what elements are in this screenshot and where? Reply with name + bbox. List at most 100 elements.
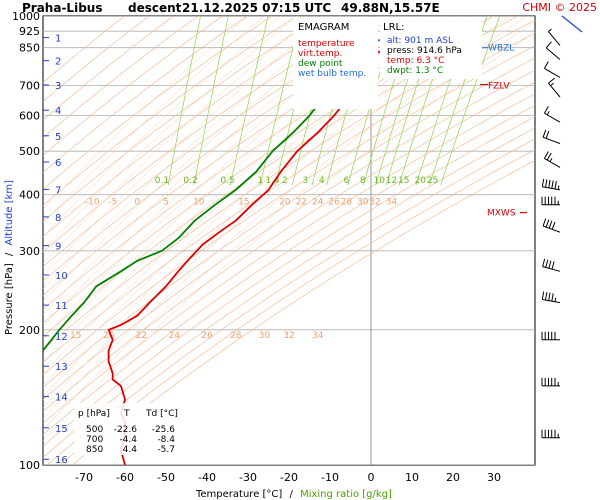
- dry-adiabat-line: [43, 16, 297, 206]
- sounding-datetime: 21.12.2025 07:15 UTC: [182, 1, 331, 15]
- dry-adiabat-label: 5: [163, 198, 169, 208]
- moist-adiabat-label: 24: [168, 331, 180, 341]
- station-coords: 49.88N,15.57E: [341, 1, 440, 15]
- legend-virt-temp: virt.temp.: [298, 49, 342, 59]
- station-name: Praha-Libus: [22, 1, 102, 15]
- lrl-dwpt: dwpt: 1.3 °C: [387, 66, 443, 76]
- mixing-ratio-label: 6: [344, 176, 350, 186]
- dry-adiabat-label: -5: [108, 198, 117, 208]
- dry-adiabat-label: -10: [85, 198, 100, 208]
- altitude-tick-label: 16: [55, 455, 68, 466]
- dry-adiabat-line: [43, 16, 248, 173]
- table-cell: -25.6: [152, 425, 176, 435]
- altitude-tick-label: 11: [55, 301, 68, 312]
- table-header-t: T: [123, 409, 130, 419]
- mixing-ratio-label: 12: [386, 176, 397, 186]
- mixing-ratio-line: [167, 16, 201, 186]
- wind-barb: [542, 129, 561, 144]
- pressure-tick-label: 600: [19, 110, 40, 123]
- table-cell: -8.4: [157, 435, 175, 445]
- altitude-tick-label: 6: [55, 158, 61, 169]
- pressure-tick-label: 1000: [12, 10, 40, 23]
- dry-adiabat-label: 32: [369, 198, 380, 208]
- moist-adiabat-label: 28: [230, 331, 242, 341]
- x-tick-label: -30: [239, 471, 257, 484]
- dry-adiabat-line: [43, 69, 535, 400]
- table-cell: 700: [86, 435, 103, 445]
- mixing-ratio-label: 0.2: [183, 176, 197, 186]
- wind-barb: [541, 429, 560, 439]
- dry-adiabat-line: [43, 45, 535, 376]
- mixing-ratio-label: 25: [427, 176, 438, 186]
- moist-adiabat-label: 30: [259, 331, 271, 341]
- fzlv-marker: FZLV: [488, 82, 510, 92]
- x-tick-label: 20: [446, 471, 460, 484]
- wind-barb: [541, 291, 561, 304]
- legend-wet-bulb: wet bulb temp.: [298, 69, 366, 79]
- dry-adiabat-label: 0: [134, 198, 140, 208]
- moist-adiabat-line: [43, 16, 314, 264]
- x-axis-title-temp: Temperature [°C]: [195, 489, 282, 500]
- wind-barb: [543, 61, 561, 78]
- dry-adiabat-line: [43, 16, 223, 156]
- pressure-tick-label: 700: [19, 80, 40, 93]
- mixing-ratio-line: [193, 16, 229, 186]
- moist-adiabat-line: [43, 16, 265, 224]
- moist-adiabat-line: [43, 16, 249, 210]
- mixing-ratio-label: 1.4: [265, 176, 280, 186]
- dry-adiabat-label: 24: [312, 198, 324, 208]
- table-cell: 850: [86, 445, 103, 455]
- x-tick-label: -10: [321, 471, 339, 484]
- wind-barb: [543, 106, 561, 123]
- dry-adiabat-line: [43, 127, 535, 458]
- wind-barb: [541, 178, 561, 191]
- altitude-tick-label: 10: [55, 271, 68, 282]
- wind-barb: [548, 77, 561, 98]
- x-axis-title: Temperature [°C] / Mixing ratio [g/kg]: [195, 489, 392, 500]
- pressure-tick-label: 500: [19, 145, 40, 158]
- x-tick-label: -20: [280, 471, 298, 484]
- dry-adiabat-line: [72, 159, 535, 465]
- altitude-tick-label: 5: [55, 132, 61, 143]
- mixing-ratio-label: 0.1: [155, 176, 169, 186]
- lrl-box: [380, 17, 482, 79]
- dry-adiabat-line: [43, 16, 199, 139]
- mixing-ratio-label: 3: [303, 176, 309, 186]
- x-tick-label: 30: [487, 471, 501, 484]
- altitude-tick-label: 9: [55, 242, 61, 253]
- dry-adiabat-line: [43, 16, 150, 103]
- mixing-ratio-label: 4: [319, 176, 325, 186]
- moist-adiabat-line: [43, 16, 281, 238]
- dry-adiabat-line: [43, 16, 125, 84]
- dry-adiabat-line: [59, 149, 535, 465]
- wind-barb: [548, 28, 561, 46]
- table-cell: 500: [86, 425, 103, 435]
- table-cell: -5.7: [157, 445, 175, 455]
- wind-barb: [545, 41, 561, 60]
- moist-adiabat-line: [43, 16, 331, 277]
- wind-barb: [542, 218, 561, 233]
- legend-temperature: temperature: [298, 39, 355, 49]
- table-cell: -4.4: [119, 435, 137, 445]
- wind-barb: [541, 196, 560, 206]
- moist-adiabat-line: [43, 16, 298, 251]
- y-axis-title: Pressure [hPa] / Altitude [km]: [4, 180, 15, 335]
- altitude-tick-label: 8: [55, 213, 61, 224]
- x-tick-label: -40: [198, 471, 216, 484]
- mixing-ratio-label: 0.5: [220, 176, 234, 186]
- dry-adiabat-line: [43, 93, 535, 424]
- y-axis-title-sep: /: [4, 252, 15, 256]
- pressure-tick-label: 925: [19, 25, 40, 38]
- mixing-ratio-label: 1: [257, 176, 263, 186]
- wind-barb: [541, 377, 560, 387]
- dry-adiabat-label: 10: [193, 198, 205, 208]
- lrl-title: LRL:: [383, 22, 404, 33]
- mixing-ratio-label: 8: [360, 176, 366, 186]
- dry-adiabat-label: 30: [357, 198, 369, 208]
- surface-wind-barb: [561, 15, 583, 33]
- y-axis-title-pressure: Pressure [hPa]: [4, 263, 15, 335]
- x-tick-label: -70: [75, 471, 93, 484]
- mixing-ratio-label: 10: [373, 176, 385, 186]
- moist-adiabat-label: 32: [283, 331, 294, 341]
